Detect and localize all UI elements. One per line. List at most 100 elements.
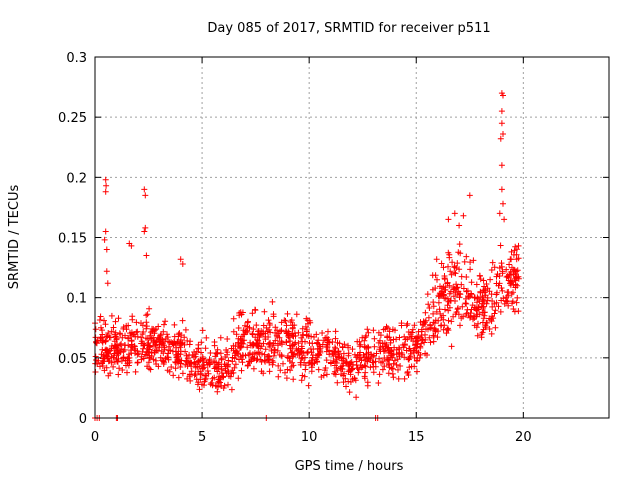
data-point	[450, 293, 457, 300]
data-point	[298, 355, 305, 362]
data-point	[471, 322, 478, 329]
data-point	[379, 366, 386, 373]
data-point	[275, 362, 282, 369]
data-point	[164, 331, 170, 338]
data-point	[184, 337, 191, 344]
data-point	[306, 340, 313, 346]
data-point	[367, 364, 374, 371]
outlier-point	[141, 228, 148, 235]
data-point	[108, 345, 115, 352]
data-point	[423, 326, 429, 332]
data-point	[452, 270, 459, 277]
data-point	[230, 369, 237, 376]
data-point	[507, 256, 514, 263]
data-point	[424, 352, 430, 358]
data-point	[252, 306, 258, 313]
data-point	[488, 267, 495, 273]
data-point	[291, 322, 298, 329]
data-point	[492, 307, 499, 314]
data-point	[144, 311, 151, 318]
data-point	[171, 339, 178, 346]
data-point	[338, 363, 344, 370]
data-point	[316, 346, 323, 353]
data-point	[313, 331, 320, 338]
data-point	[441, 292, 447, 299]
data-point	[354, 352, 361, 359]
data-point	[463, 253, 470, 260]
data-point	[248, 356, 255, 363]
data-point	[112, 333, 119, 340]
data-point	[332, 328, 339, 335]
data-point	[166, 368, 173, 375]
outlier-point	[497, 135, 504, 142]
data-point	[256, 351, 263, 358]
data-point	[288, 349, 295, 356]
data-point	[493, 299, 500, 306]
data-point	[191, 372, 198, 379]
data-point	[191, 360, 198, 367]
data-point	[249, 330, 256, 337]
data-point	[120, 354, 127, 361]
data-point	[453, 281, 460, 288]
data-point	[387, 354, 394, 361]
tick-labels: 0 0.05 0.1 0.15 0.2 0.25 0.3 0 5 10 15 20	[58, 51, 532, 445]
data-point	[144, 363, 151, 370]
data-point	[386, 328, 393, 335]
data-point	[499, 270, 506, 277]
data-point	[273, 332, 280, 339]
data-point	[307, 346, 314, 352]
data-point	[179, 317, 186, 324]
data-point	[445, 317, 452, 324]
data-point	[331, 370, 338, 377]
data-point	[129, 344, 136, 351]
outlier-point	[143, 252, 150, 259]
data-point	[314, 352, 321, 359]
data-point	[225, 381, 231, 388]
data-point	[115, 371, 122, 378]
data-point	[177, 364, 184, 370]
data-point	[118, 340, 125, 347]
data-point	[319, 330, 326, 336]
data-point	[172, 365, 179, 372]
data-point	[270, 313, 277, 320]
data-point	[308, 357, 315, 364]
data-point	[404, 368, 411, 375]
data-point	[477, 288, 484, 295]
data-point	[421, 339, 428, 346]
data-point	[353, 394, 360, 401]
data-point	[268, 347, 275, 354]
data-point	[442, 306, 448, 313]
data-point	[112, 342, 119, 349]
data-point	[324, 343, 331, 350]
data-point	[103, 333, 110, 340]
data-point	[130, 331, 137, 338]
data-point	[156, 344, 163, 351]
data-point	[452, 289, 459, 296]
outlier-point	[500, 92, 506, 99]
outlier-point	[102, 188, 109, 195]
data-point	[272, 324, 279, 331]
data-point	[289, 324, 296, 331]
data-point	[391, 357, 398, 364]
data-point	[148, 336, 155, 342]
data-point	[108, 312, 115, 319]
data-point	[182, 348, 189, 355]
data-point	[370, 327, 377, 334]
data-point	[270, 352, 277, 359]
data-point	[471, 315, 478, 321]
data-point	[217, 379, 223, 386]
data-point	[111, 352, 117, 359]
data-point	[225, 368, 232, 375]
data-point	[335, 351, 342, 358]
data-point	[134, 328, 141, 335]
data-point	[415, 337, 422, 344]
data-point	[393, 336, 400, 343]
data-point	[155, 335, 162, 342]
data-point	[463, 274, 470, 280]
data-point	[343, 359, 350, 366]
data-point	[205, 359, 212, 366]
data-point	[212, 350, 219, 357]
data-point	[357, 341, 364, 348]
data-point	[375, 380, 382, 386]
data-point	[302, 323, 309, 330]
